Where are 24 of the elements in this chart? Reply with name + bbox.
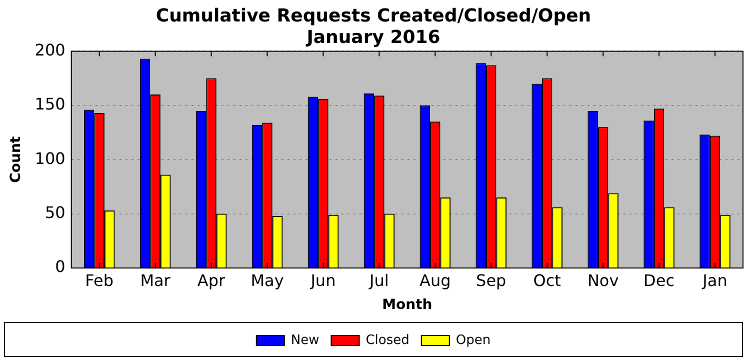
y-tick-label: 150 xyxy=(34,94,66,114)
x-tick-label: Apr xyxy=(197,270,226,290)
x-tick-label: Jul xyxy=(368,270,389,290)
y-tick-label: 100 xyxy=(34,148,66,168)
y-axis-title: Count xyxy=(8,136,24,183)
y-tick-label: 0 xyxy=(55,257,66,276)
text: Cumulative Requests Created/Closed/Open xyxy=(156,5,592,26)
legend-label: Open xyxy=(456,332,491,348)
x-tick-label: May xyxy=(250,270,284,290)
x-tick-label: Feb xyxy=(85,270,114,290)
x-tick-label: Mar xyxy=(140,270,171,290)
x-tick-label: Oct xyxy=(533,270,561,290)
x-tick-label: Sep xyxy=(476,270,506,290)
x-tick-label: Dec xyxy=(644,270,675,290)
x-tick-label: Aug xyxy=(420,270,451,290)
x-tick-label: Jan xyxy=(702,270,728,290)
x-tick-label: Jun xyxy=(310,270,336,290)
x-axis-title: Month xyxy=(382,297,432,314)
text: January 2016 xyxy=(306,27,440,48)
y-tick-label: 50 xyxy=(44,202,66,222)
legend-label: Closed xyxy=(366,332,410,348)
x-tick-label: Nov xyxy=(587,270,619,290)
y-tick-label: 200 xyxy=(34,40,66,60)
legend-label: New xyxy=(290,332,320,348)
